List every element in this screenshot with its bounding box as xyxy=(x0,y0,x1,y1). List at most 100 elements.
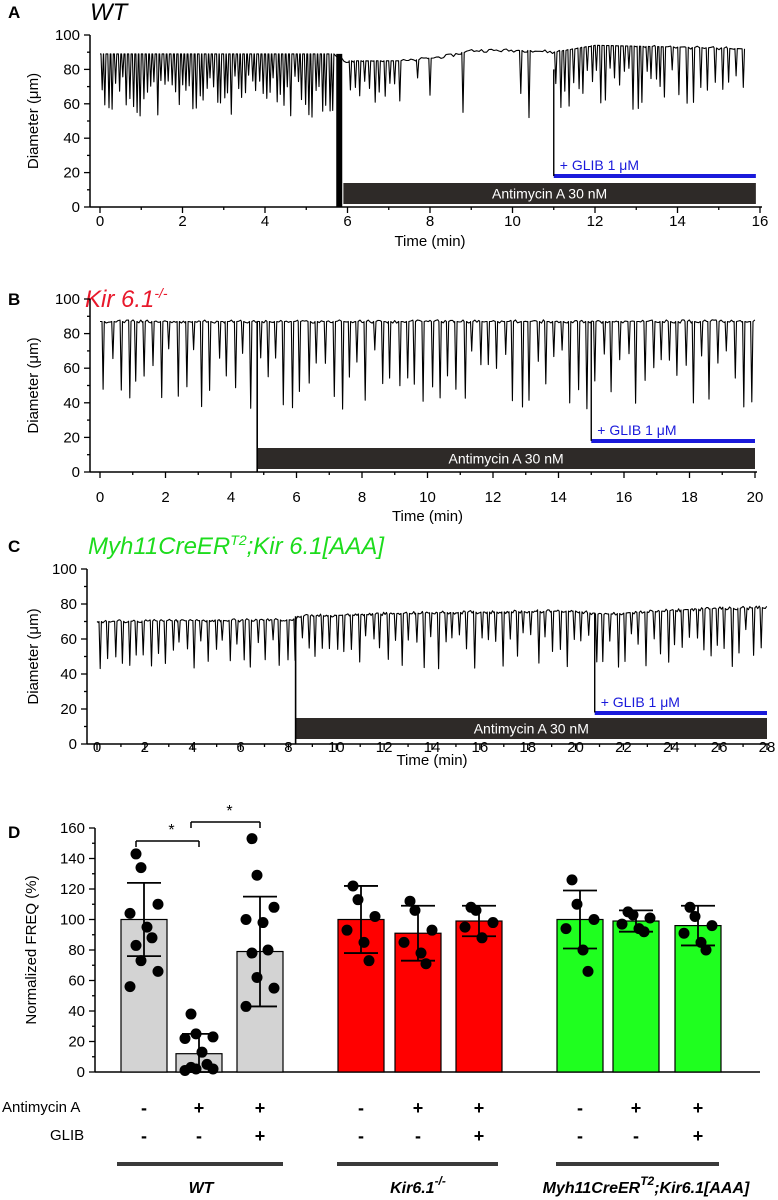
panel-c-x-tick-label: 24 xyxy=(663,739,680,756)
data-point xyxy=(190,1063,202,1075)
panel-c-x-tick-label: 18 xyxy=(519,739,536,756)
data-point xyxy=(185,1008,197,1020)
data-point xyxy=(246,947,258,959)
data-point xyxy=(135,862,147,874)
antimycin-row-label: Antimycin A xyxy=(2,1099,80,1116)
data-point xyxy=(644,912,656,924)
panel-c-diameter-trace xyxy=(96,605,768,670)
data-point xyxy=(347,880,359,892)
panel-b-treatment-bar xyxy=(257,448,755,469)
group-label: Myh11CreERT2;Kir6.1[AAA] xyxy=(543,1174,750,1197)
panel-a-treatment-bar xyxy=(343,183,756,204)
panel-b-y-tick-label: 40 xyxy=(63,395,80,412)
bar xyxy=(612,920,660,1073)
data-point xyxy=(487,917,499,929)
panel-b-y-tick-label: 80 xyxy=(63,326,80,343)
data-point xyxy=(135,955,147,967)
data-point xyxy=(363,955,375,967)
glib-sign: + xyxy=(474,1126,485,1146)
glib-sign: - xyxy=(633,1126,639,1146)
data-point xyxy=(179,1032,191,1044)
antimycin-sign: + xyxy=(194,1098,205,1118)
data-point xyxy=(470,904,482,916)
panel-c-title: Myh11CreERT2;Kir 6.1[AAA] xyxy=(88,532,385,560)
panel-a-treatment-label: Antimycin A 30 nM xyxy=(492,186,607,202)
panel-d-y-tick-label: 160 xyxy=(60,820,85,837)
data-point xyxy=(179,1064,191,1076)
panel-d-label: D xyxy=(8,823,20,842)
antimycin-sign: - xyxy=(358,1098,364,1118)
panel-c-x-tick-label: 10 xyxy=(328,739,345,756)
panel-d-y-tick-label: 40 xyxy=(68,1003,85,1020)
panel-c-glib-label: + GLIB 1 μM xyxy=(601,694,680,710)
data-point xyxy=(404,895,416,907)
data-point xyxy=(415,947,427,959)
panel-c-x-tick-label: 16 xyxy=(472,739,489,756)
data-point xyxy=(240,914,252,925)
panel-c-y-tick-label: 80 xyxy=(60,596,77,613)
panel-b-x-tick-label: 6 xyxy=(292,489,300,506)
panel-b-label: B xyxy=(8,290,20,309)
antimycin-sign: + xyxy=(631,1098,642,1118)
data-point xyxy=(152,898,164,910)
panel-c-treatment-label: Antimycin A 30 nM xyxy=(474,721,589,737)
data-point xyxy=(678,927,690,939)
data-point xyxy=(358,936,370,948)
data-point xyxy=(582,965,594,977)
panel-c-y-axis-label: Diameter (μm) xyxy=(25,608,42,704)
panel-a-y-tick-label: 40 xyxy=(63,130,80,147)
panel-b-x-tick-label: 14 xyxy=(550,489,567,506)
panel-c-y-tick-label: 0 xyxy=(69,736,77,753)
data-point xyxy=(571,898,583,910)
panel-c-x-tick-label: 26 xyxy=(711,739,728,756)
data-point xyxy=(577,944,589,956)
data-point xyxy=(240,1000,252,1012)
glib-sign: - xyxy=(415,1126,421,1146)
panel-d-y-tick-label: 140 xyxy=(60,851,85,868)
data-point xyxy=(124,907,136,919)
glib-sign: + xyxy=(693,1126,704,1146)
data-point xyxy=(190,1028,202,1040)
panel-a-y-axis-label: Diameter (μm) xyxy=(25,73,42,169)
glib-sign: - xyxy=(196,1126,202,1146)
bar xyxy=(455,920,503,1073)
data-point xyxy=(268,982,280,994)
panel-b-x-tick-label: 16 xyxy=(616,489,633,506)
panel-c-y-tick-label: 60 xyxy=(60,631,77,648)
data-point xyxy=(476,932,488,944)
data-point xyxy=(459,921,471,933)
panel-b-x-tick-label: 12 xyxy=(485,489,502,506)
data-point xyxy=(341,924,353,936)
panel-a-title: WT xyxy=(90,0,130,26)
panel-d-y-axis-label: Normalized FREQ (%) xyxy=(23,875,40,1024)
data-point xyxy=(369,910,381,922)
panel-b-y-tick-label: 20 xyxy=(63,429,80,446)
data-point xyxy=(409,904,421,916)
panel-b-title: Kir 6.1-/- xyxy=(85,285,168,313)
antimycin-sign: + xyxy=(474,1098,485,1118)
data-point xyxy=(426,924,438,936)
panel-a-label: A xyxy=(8,3,20,22)
panel-b-x-tick-label: 18 xyxy=(681,489,698,506)
antimycin-sign: + xyxy=(255,1098,266,1118)
panel-d-y-tick-label: 20 xyxy=(68,1034,85,1051)
data-point xyxy=(684,901,696,913)
data-point xyxy=(146,932,158,944)
data-point xyxy=(251,971,263,983)
data-point xyxy=(616,918,628,930)
panel-a-x-tick-label: 14 xyxy=(669,213,686,230)
panel-a-glib-label: + GLIB 1 μM xyxy=(560,157,639,173)
panel-c-y-tick-label: 40 xyxy=(60,666,77,683)
panel-d-y-tick-label: 0 xyxy=(77,1064,85,1081)
panel-a-y-tick-label: 20 xyxy=(63,165,80,182)
data-point xyxy=(560,923,572,935)
panel-c-x-tick-label: 20 xyxy=(567,739,584,756)
antimycin-sign: - xyxy=(141,1098,147,1118)
panel-a-x-tick-label: 12 xyxy=(587,213,604,230)
panel-c-y-tick-label: 100 xyxy=(52,561,77,578)
panel-d-y-tick-label: 80 xyxy=(68,942,85,959)
panel-c-x-tick-label: 2 xyxy=(141,739,149,756)
glib-sign: - xyxy=(141,1126,147,1146)
panel-a-x-tick-label: 2 xyxy=(178,213,186,230)
panel-b-x-tick-label: 0 xyxy=(96,489,104,506)
